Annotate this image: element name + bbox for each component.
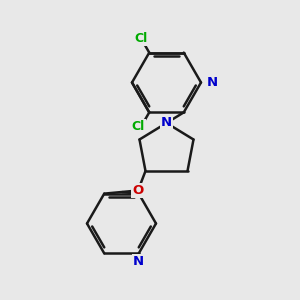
Text: Cl: Cl: [134, 32, 148, 45]
Text: N: N: [161, 116, 172, 129]
Text: N: N: [133, 255, 144, 268]
Text: O: O: [132, 184, 144, 197]
Text: N: N: [206, 76, 218, 89]
Text: Cl: Cl: [131, 120, 145, 133]
